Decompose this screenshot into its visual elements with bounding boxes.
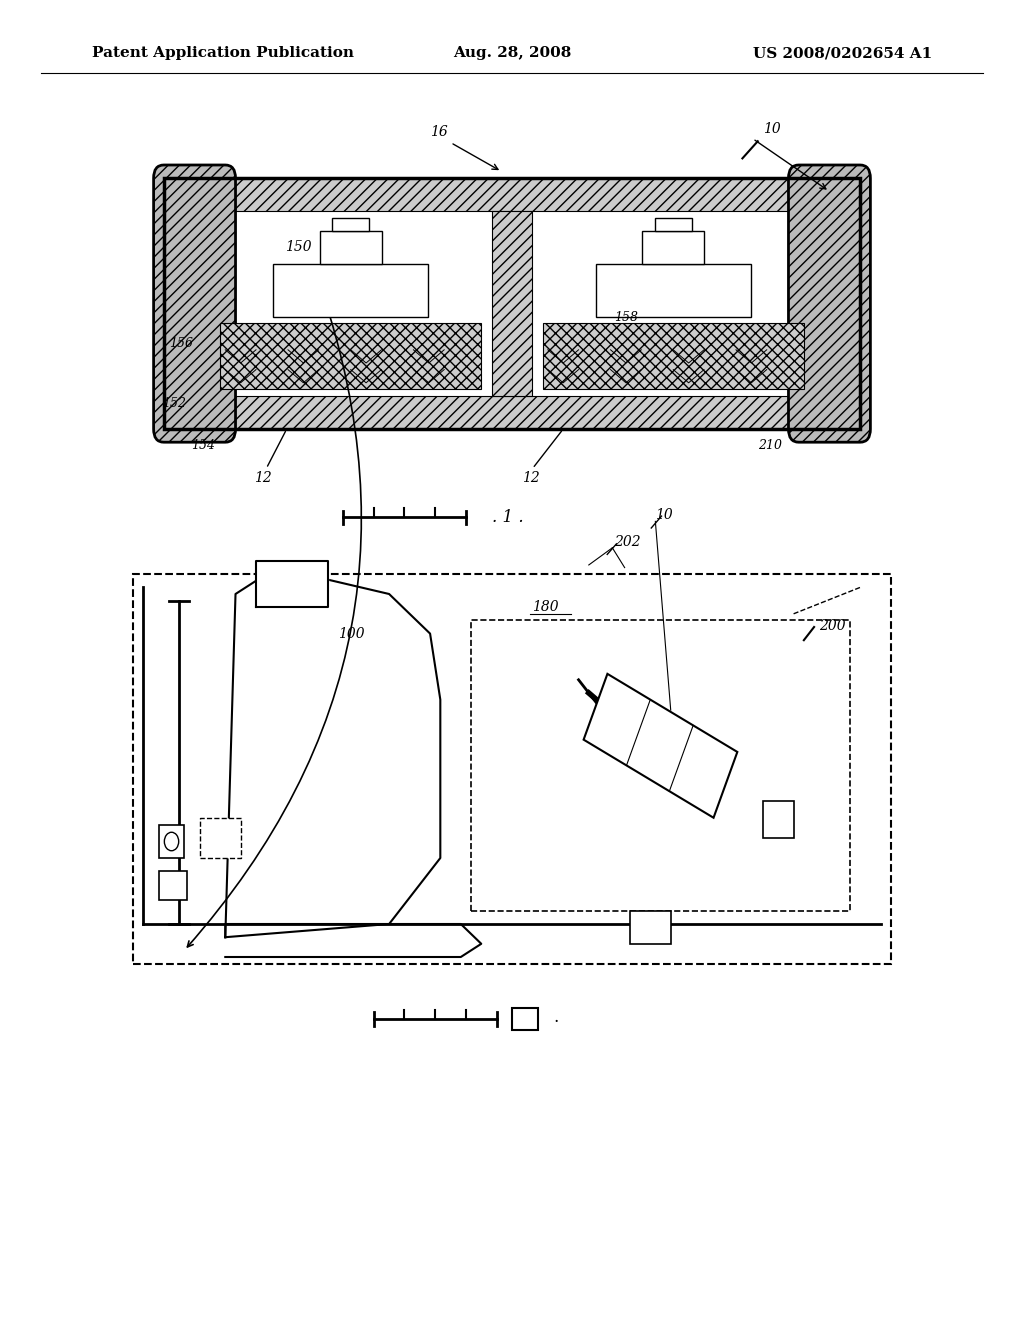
Text: .: .: [553, 1010, 558, 1026]
Polygon shape: [225, 924, 481, 957]
Bar: [200, 818, 241, 858]
Text: 16: 16: [430, 124, 447, 139]
Bar: [164, 178, 860, 429]
FancyBboxPatch shape: [788, 165, 870, 442]
Polygon shape: [256, 561, 328, 607]
Bar: [763, 801, 794, 838]
Bar: [543, 323, 804, 389]
Text: 100: 100: [338, 627, 365, 640]
Text: Patent Application Publication: Patent Application Publication: [92, 46, 354, 61]
Bar: [273, 264, 428, 317]
Bar: [133, 574, 891, 964]
Bar: [814, 178, 860, 429]
Text: . 1 .: . 1 .: [492, 510, 523, 525]
Text: 12: 12: [522, 471, 540, 486]
Bar: [220, 323, 481, 389]
Bar: [164, 178, 210, 429]
Text: 158: 158: [614, 310, 638, 323]
Text: US 2008/0202654 A1: US 2008/0202654 A1: [753, 46, 932, 61]
Text: 202: 202: [614, 536, 641, 549]
Text: 210: 210: [758, 438, 781, 451]
Bar: [164, 396, 860, 429]
Bar: [471, 620, 850, 911]
Text: 154: 154: [191, 438, 215, 451]
Bar: [654, 218, 692, 231]
Polygon shape: [225, 568, 440, 937]
Bar: [492, 211, 532, 396]
Bar: [630, 911, 671, 944]
Text: 180: 180: [532, 601, 559, 614]
Text: 156: 156: [169, 337, 193, 350]
Bar: [159, 871, 187, 900]
Text: Aug. 28, 2008: Aug. 28, 2008: [453, 46, 571, 61]
Text: 200: 200: [819, 619, 846, 632]
FancyBboxPatch shape: [154, 165, 236, 442]
Text: 152: 152: [162, 396, 185, 409]
Bar: [596, 264, 751, 317]
Bar: [332, 218, 370, 231]
Text: 10: 10: [655, 508, 673, 521]
Bar: [159, 825, 184, 858]
Bar: [319, 231, 382, 264]
Text: 10: 10: [763, 121, 780, 136]
Text: 150: 150: [285, 240, 311, 253]
Bar: [512, 1008, 538, 1030]
Bar: [164, 178, 860, 211]
Polygon shape: [584, 673, 737, 818]
Text: 12: 12: [254, 471, 271, 486]
Bar: [642, 231, 705, 264]
